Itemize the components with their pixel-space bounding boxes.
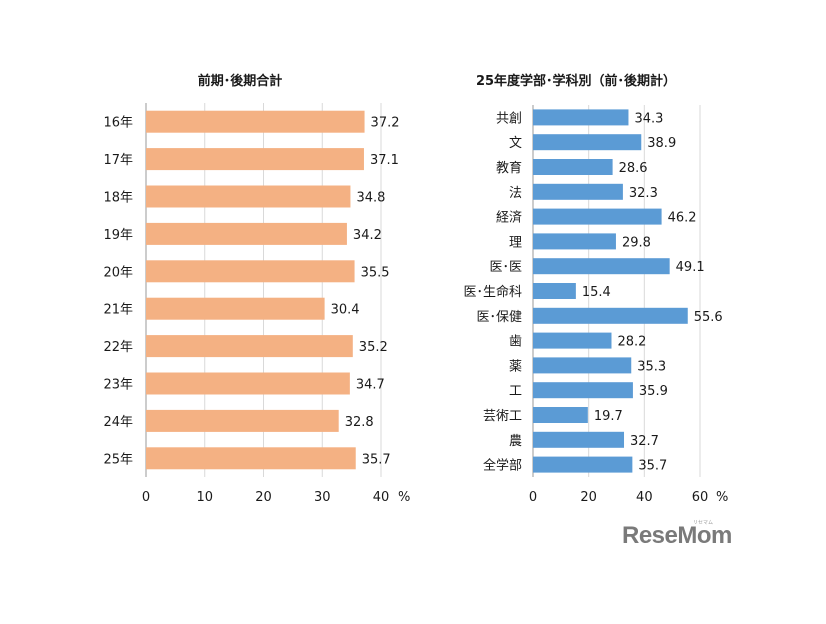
right-category-label: 工 <box>509 384 522 399</box>
right-value-label: 28.2 <box>617 335 646 350</box>
left-value-label: 34.8 <box>356 191 385 206</box>
right-value-label: 38.9 <box>647 136 676 151</box>
right-bar <box>533 357 632 374</box>
right-category-label: 理 <box>509 235 522 250</box>
right-value-label: 15.4 <box>582 285 611 300</box>
left-chart-title: 前期･後期合計 <box>198 73 283 89</box>
right-value-label: 49.1 <box>676 260 705 275</box>
right-value-label: 19.7 <box>594 409 623 424</box>
resemom-logo: ReseMom <box>622 522 732 549</box>
right-bar <box>533 431 625 448</box>
left-category-label: 17年 <box>103 153 133 168</box>
right-bar <box>533 183 623 200</box>
left-x-tick-label: 0 <box>142 490 150 505</box>
right-value-label: 35.9 <box>639 384 668 399</box>
left-x-tick-label: 20 <box>255 490 272 505</box>
left-bar <box>146 409 339 432</box>
right-bar <box>533 332 612 349</box>
left-bar <box>146 148 364 171</box>
left-bar <box>146 297 325 320</box>
right-bar <box>533 208 662 225</box>
left-value-label: 35.5 <box>361 265 390 280</box>
right-value-label: 55.6 <box>694 310 723 325</box>
left-value-label: 32.8 <box>345 415 374 430</box>
left-bar <box>146 222 347 245</box>
left-value-label: 37.2 <box>371 116 400 131</box>
right-value-label: 28.6 <box>619 161 648 176</box>
left-x-tick-label: 30 <box>314 490 331 505</box>
right-value-label: 35.3 <box>637 359 666 374</box>
right-x-tick-label: 60 <box>692 490 709 505</box>
right-bar <box>533 109 629 126</box>
right-category-label: 共創 <box>496 111 522 126</box>
left-value-label: 34.2 <box>353 228 382 243</box>
right-chart-title: 25年度学部･学科別（前･後期計） <box>476 73 676 89</box>
right-bar <box>533 407 588 423</box>
left-category-label: 23年 <box>103 378 133 393</box>
right-category-label: 芸術工 <box>483 408 522 424</box>
right-x-tick-label: 20 <box>580 490 597 505</box>
left-value-label: 35.2 <box>359 340 388 355</box>
right-x-tick-label: 40 <box>636 490 653 505</box>
right-value-label: 32.3 <box>629 186 658 201</box>
right-category-label: 文 <box>509 136 522 151</box>
right-x-tick-label: 0 <box>529 490 537 505</box>
left-x-unit-label: % <box>398 490 410 505</box>
left-bar <box>146 447 356 470</box>
left-category-label: 16年 <box>103 116 133 131</box>
right-category-label: 医･保健 <box>476 310 522 325</box>
right-bar <box>533 307 688 324</box>
left-bar <box>146 185 351 208</box>
right-value-label: 29.8 <box>622 235 651 250</box>
left-category-label: 21年 <box>103 303 133 318</box>
right-category-label: 医･生命科 <box>463 284 522 300</box>
left-category-label: 20年 <box>103 265 133 280</box>
right-bar <box>533 258 670 275</box>
right-bar <box>533 456 633 473</box>
left-x-tick-label: 40 <box>373 490 390 505</box>
resemom-logo-subtitle: リセマム <box>693 520 714 526</box>
left-value-label: 37.1 <box>370 153 399 168</box>
left-category-label: 22年 <box>103 340 133 355</box>
right-x-unit-label: % <box>716 490 728 505</box>
left-value-label: 35.7 <box>362 452 391 467</box>
right-value-label: 35.7 <box>638 459 667 474</box>
right-category-label: 歯 <box>509 335 522 350</box>
right-bar <box>533 159 613 175</box>
right-bar <box>533 233 616 250</box>
right-category-label: 法 <box>509 186 522 201</box>
left-bar <box>146 260 355 283</box>
right-category-label: 薬 <box>509 359 522 374</box>
right-value-label: 34.3 <box>634 111 663 126</box>
right-category-label: 全学部 <box>483 458 522 474</box>
right-value-label: 46.2 <box>668 211 697 226</box>
right-bar <box>533 382 633 399</box>
left-category-label: 19年 <box>103 228 133 243</box>
right-category-label: 教育 <box>496 160 522 176</box>
right-category-label: 農 <box>509 434 522 449</box>
right-value-label: 32.7 <box>630 434 659 449</box>
right-bar <box>533 283 576 299</box>
right-bar <box>533 134 642 151</box>
right-category-label: 医･医 <box>489 260 522 275</box>
left-category-label: 24年 <box>103 415 133 430</box>
right-category-label: 経済 <box>496 210 522 226</box>
left-category-label: 25年 <box>103 452 133 467</box>
left-x-tick-label: 10 <box>196 490 213 505</box>
left-bar <box>146 372 350 395</box>
left-category-label: 18年 <box>103 191 133 206</box>
left-value-label: 34.7 <box>356 378 385 393</box>
left-bar <box>146 335 353 358</box>
left-value-label: 30.4 <box>331 303 360 318</box>
left-bar <box>146 110 365 133</box>
